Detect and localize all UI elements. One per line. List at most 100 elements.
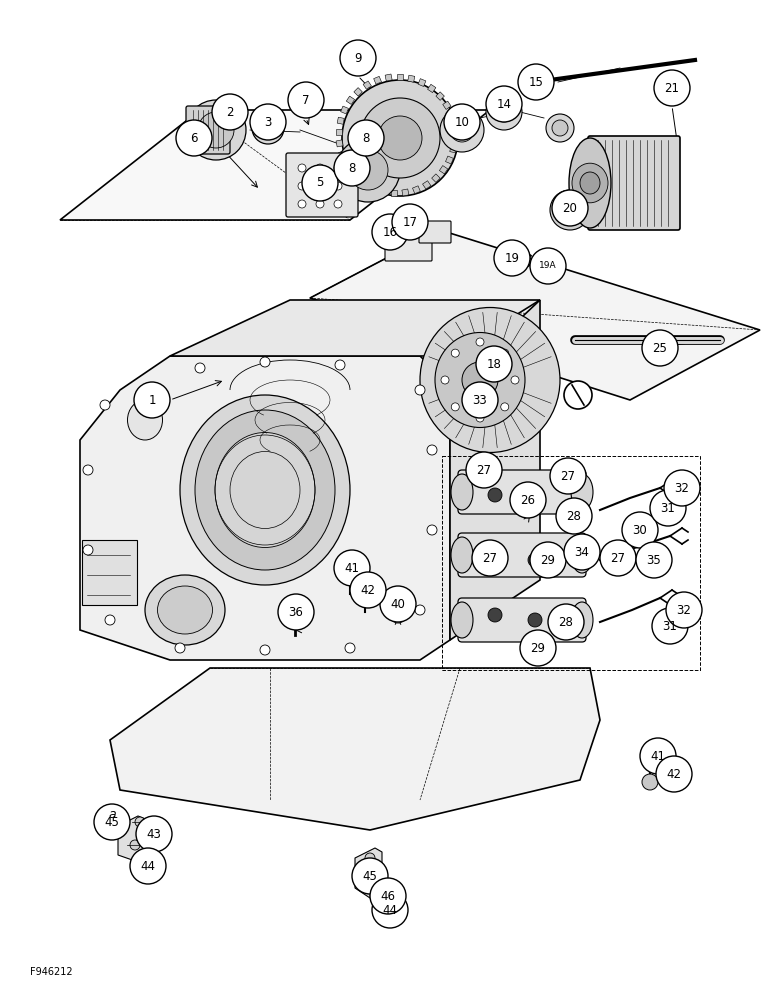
Circle shape	[556, 498, 592, 534]
Circle shape	[352, 858, 388, 894]
Text: 25: 25	[652, 342, 668, 355]
Circle shape	[94, 804, 130, 840]
Circle shape	[340, 40, 376, 76]
Circle shape	[278, 594, 314, 630]
FancyBboxPatch shape	[385, 229, 432, 261]
Text: 32: 32	[676, 603, 692, 616]
Text: 27: 27	[482, 552, 497, 564]
Circle shape	[640, 738, 676, 774]
Polygon shape	[355, 848, 382, 898]
Text: 7: 7	[303, 94, 310, 106]
Ellipse shape	[145, 575, 225, 645]
Text: 40: 40	[391, 597, 405, 610]
FancyBboxPatch shape	[419, 221, 451, 243]
Text: 27: 27	[476, 464, 492, 477]
Bar	[442, 101, 451, 109]
Circle shape	[564, 534, 600, 570]
Circle shape	[528, 493, 542, 507]
Text: 31: 31	[662, 619, 678, 633]
Circle shape	[466, 452, 502, 488]
Text: 26: 26	[520, 493, 536, 506]
Bar	[337, 117, 344, 124]
Bar	[358, 177, 367, 186]
Circle shape	[212, 94, 248, 130]
Circle shape	[427, 445, 437, 455]
Text: 1: 1	[148, 393, 156, 406]
Text: 16: 16	[382, 226, 398, 238]
Circle shape	[298, 182, 306, 190]
Text: 45: 45	[104, 816, 120, 828]
Ellipse shape	[215, 432, 315, 548]
Ellipse shape	[435, 332, 525, 428]
Circle shape	[666, 592, 702, 628]
Circle shape	[390, 607, 406, 623]
Ellipse shape	[180, 395, 350, 585]
Text: 42: 42	[361, 584, 375, 596]
Circle shape	[392, 204, 428, 240]
Circle shape	[334, 200, 342, 208]
Circle shape	[488, 549, 502, 563]
Circle shape	[288, 82, 324, 118]
Text: 41: 41	[651, 750, 665, 762]
Text: 41: 41	[344, 562, 360, 574]
Ellipse shape	[571, 602, 593, 638]
Circle shape	[564, 381, 592, 409]
Circle shape	[486, 94, 522, 130]
Circle shape	[643, 753, 657, 767]
Circle shape	[654, 70, 690, 106]
Circle shape	[334, 164, 342, 172]
Text: 35: 35	[647, 554, 662, 566]
Circle shape	[136, 816, 172, 852]
Polygon shape	[170, 300, 540, 356]
Circle shape	[441, 376, 449, 384]
Circle shape	[316, 164, 324, 172]
Circle shape	[252, 112, 284, 144]
Circle shape	[548, 604, 584, 640]
Circle shape	[360, 98, 440, 178]
Circle shape	[656, 756, 692, 792]
Circle shape	[518, 64, 554, 100]
Circle shape	[440, 108, 484, 152]
Circle shape	[83, 465, 93, 475]
Bar	[347, 96, 354, 104]
Circle shape	[176, 120, 212, 156]
Bar	[350, 170, 358, 178]
Bar	[432, 174, 440, 182]
Circle shape	[444, 104, 480, 140]
Circle shape	[652, 608, 688, 644]
Bar	[445, 156, 453, 164]
Bar	[422, 181, 431, 189]
Circle shape	[370, 891, 380, 901]
Text: 43: 43	[147, 828, 161, 840]
Circle shape	[130, 848, 166, 884]
Circle shape	[365, 853, 375, 863]
Circle shape	[494, 240, 530, 276]
Circle shape	[135, 817, 145, 827]
Bar	[338, 151, 346, 158]
Circle shape	[105, 615, 115, 625]
Text: 10: 10	[455, 115, 469, 128]
Bar	[439, 166, 448, 174]
Circle shape	[336, 138, 400, 202]
Circle shape	[568, 508, 584, 524]
Circle shape	[415, 605, 425, 615]
Text: 27: 27	[611, 552, 625, 564]
Text: 8: 8	[362, 131, 370, 144]
Ellipse shape	[451, 537, 473, 573]
Bar	[397, 74, 403, 80]
Bar	[385, 74, 392, 81]
Bar	[402, 189, 409, 196]
Bar	[363, 81, 371, 89]
Circle shape	[650, 490, 686, 526]
Circle shape	[100, 400, 110, 410]
Ellipse shape	[420, 308, 560, 452]
Circle shape	[83, 545, 93, 555]
Polygon shape	[80, 356, 450, 660]
Text: 19A: 19A	[539, 261, 557, 270]
Bar	[354, 88, 362, 96]
Circle shape	[260, 357, 270, 367]
Ellipse shape	[571, 537, 593, 573]
Circle shape	[348, 150, 388, 190]
Polygon shape	[60, 110, 490, 220]
Text: 5: 5	[317, 176, 323, 190]
